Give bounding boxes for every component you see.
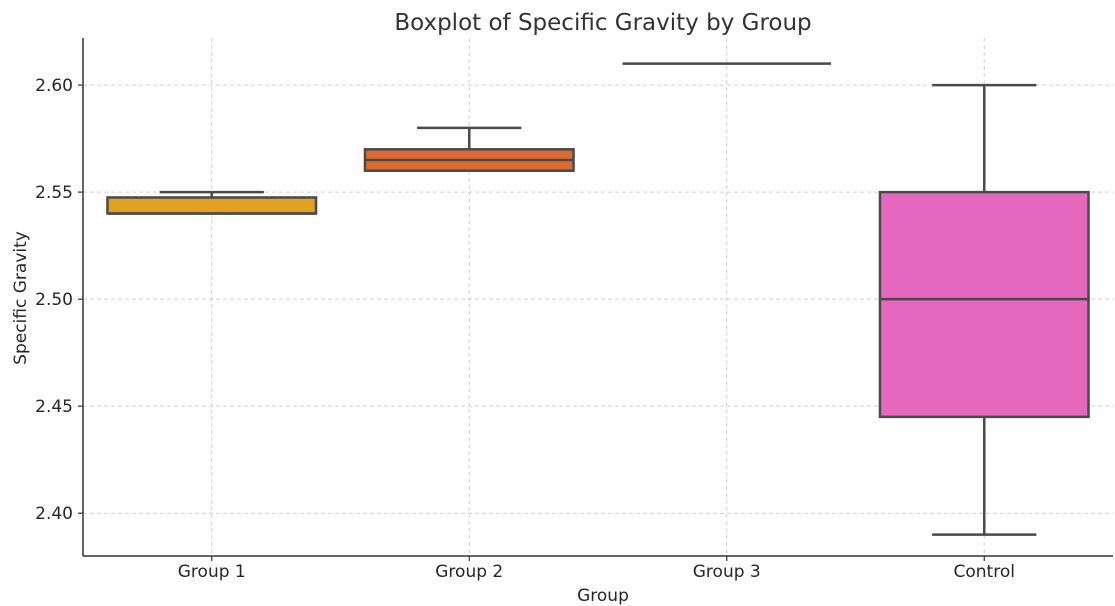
tick-layer: 2.40 2.45 2.50 2.55 2.60 Group 1 Group 2 Group … [35,76,1015,582]
chart-title: Boxplot of Specific Gravity by Group [394,10,811,36]
x-tick-label: Control [954,562,1015,582]
box-group [878,83,1090,536]
y-axis-label: Specific Gravity [11,231,31,365]
box-body [878,190,1090,419]
box-group [106,190,318,215]
x-tick-label: Group 1 [178,562,246,582]
x-tick-label: Group 3 [693,562,761,582]
x-tick-label: Group 2 [435,562,503,582]
box-group [363,126,575,172]
y-tick-label: 2.50 [35,290,73,310]
y-tick-label: 2.40 [35,504,73,524]
y-tick-label: 2.45 [35,397,73,417]
y-tick-label: 2.55 [35,183,73,203]
box-layer [106,62,1090,536]
x-axis-label: Group [577,586,629,606]
axis-layer [82,38,1113,557]
box-body [106,196,318,215]
y-tick-label: 2.60 [35,76,73,96]
